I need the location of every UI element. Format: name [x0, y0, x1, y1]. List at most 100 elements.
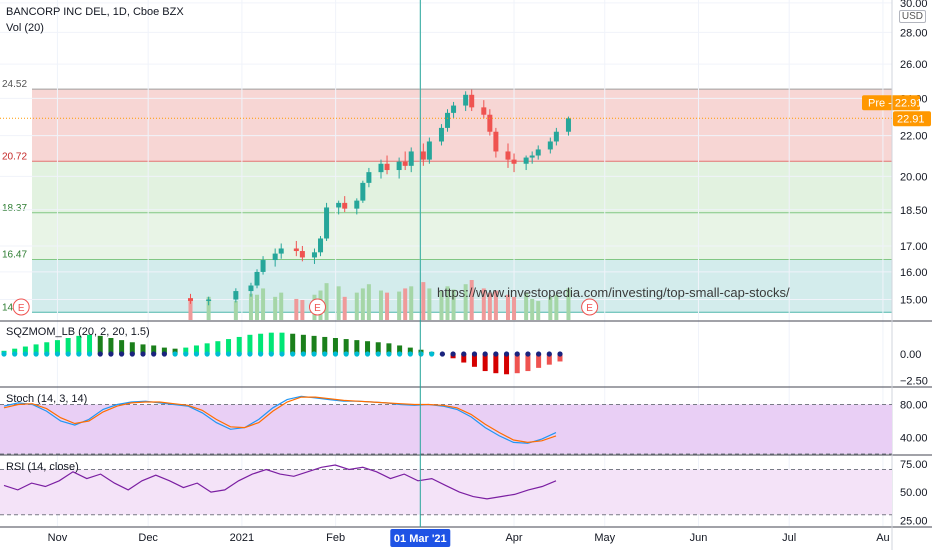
- candle-body: [187, 298, 193, 301]
- earnings-marker: [308, 298, 326, 316]
- stoch-band: [0, 404, 892, 454]
- sqz-momentum-bar: [397, 345, 403, 354]
- sqz-dot: [493, 351, 499, 357]
- fib-band: [32, 212, 892, 260]
- sqz-momentum-bar: [258, 333, 264, 354]
- candle-body: [342, 202, 348, 209]
- watermark-url: https://www.investopedia.com/investing/t…: [437, 285, 790, 300]
- volume-bar: [463, 284, 468, 320]
- volume-bar: [512, 296, 517, 320]
- volume-bar: [206, 296, 211, 320]
- sqz-momentum-bar: [54, 340, 60, 354]
- sqz-dot: [546, 351, 552, 357]
- volume-bar: [188, 298, 193, 320]
- volume-bar: [493, 290, 498, 320]
- fib-label: 16.47: [2, 250, 27, 261]
- volume-bar: [294, 298, 299, 320]
- sqz-dot: [108, 351, 114, 357]
- candle-body: [254, 271, 260, 286]
- sqz-momentum-bar: [471, 354, 477, 367]
- sqz-dot: [375, 351, 381, 357]
- sqz-dot: [503, 351, 510, 357]
- earnings-marker: [12, 298, 30, 316]
- stoch-tick-label: 40.00: [900, 433, 928, 445]
- candle-body: [378, 163, 384, 173]
- sqz-momentum-bar: [140, 344, 146, 354]
- sqz-momentum-bar: [493, 354, 499, 374]
- sqz-dot: [407, 351, 413, 357]
- volume-bar: [487, 292, 492, 320]
- sqz-momentum-bar: [311, 335, 317, 354]
- sqz-dot: [65, 351, 71, 357]
- sqz-momentum-bar: [354, 340, 360, 354]
- candle-body: [438, 127, 444, 142]
- price-tick-label: 16.00: [900, 267, 928, 279]
- sqz-dot: [12, 351, 18, 357]
- price-tick-label: 28.00: [900, 27, 928, 39]
- sqz-momentum-bar: [546, 354, 552, 365]
- volume-bar: [445, 286, 450, 320]
- rsi-title: RSI (14, close): [6, 461, 79, 473]
- x-tick-label: Nov: [48, 532, 68, 544]
- sqz-momentum-bar: [151, 345, 157, 354]
- sqz-momentum-bar: [183, 347, 189, 354]
- sqz-momentum-bar: [129, 342, 135, 354]
- sqz-dot: [354, 351, 360, 357]
- sqz-momentum-bar: [386, 343, 392, 354]
- volume-bar: [524, 292, 529, 320]
- sqz-dot: [1, 351, 7, 357]
- sqz-tick-label: 0.00: [900, 349, 921, 361]
- sqz-dot: [332, 351, 339, 357]
- sqz-dot: [140, 351, 146, 357]
- fib-label: 24.52: [2, 79, 27, 90]
- sqz-dot: [161, 351, 167, 357]
- volume-bar: [324, 283, 329, 320]
- candle-body: [445, 112, 451, 128]
- candle-body: [260, 260, 266, 272]
- sqz-momentum-bar: [536, 354, 542, 368]
- volume-bar: [279, 292, 284, 320]
- volume-bar: [255, 294, 260, 320]
- sqz-dot: [290, 351, 296, 357]
- sqz-dot: [386, 351, 392, 357]
- volume-bar: [366, 284, 371, 320]
- sqz-title: SQZMOM_LB (20, 2, 20, 1.5): [6, 326, 150, 338]
- volume-bar: [409, 286, 414, 320]
- x-tick-label: 2021: [230, 532, 254, 544]
- currency-label[interactable]: USD: [898, 10, 926, 23]
- sqz-dot: [258, 351, 264, 357]
- rsi-tick-label: 50.00: [900, 487, 928, 499]
- earnings-marker-label: E: [314, 303, 321, 314]
- sqz-momentum-bar: [332, 338, 338, 354]
- sqz-momentum-bar: [215, 341, 221, 354]
- candle-body: [511, 159, 517, 164]
- candle-body: [278, 248, 284, 254]
- sqz-dot: [151, 351, 157, 357]
- candle-body: [565, 118, 571, 132]
- candle-body: [293, 248, 299, 252]
- crosshair-date-badge: [390, 529, 451, 547]
- sqz-momentum-bar: [557, 354, 563, 362]
- sqz-momentum-bar: [226, 339, 232, 354]
- candle-body: [481, 107, 487, 115]
- volume-bar: [378, 290, 383, 320]
- fib-band: [32, 89, 892, 162]
- candle-body: [354, 200, 360, 209]
- sqz-momentum-bar: [514, 354, 520, 374]
- sqz-dot: [22, 351, 28, 357]
- fib-label: 18.37: [2, 203, 27, 214]
- fib-band: [32, 161, 892, 213]
- x-tick-label: Jul: [782, 532, 796, 544]
- stoch-tick-label: 80.00: [900, 400, 928, 412]
- volume-bar: [451, 289, 456, 320]
- price-tick-label: 30.00: [900, 0, 928, 10]
- candle-body: [553, 131, 559, 142]
- candle-body: [505, 151, 511, 160]
- volume-bar: [554, 294, 559, 320]
- earnings-marker-label: E: [586, 303, 593, 314]
- candle-body: [547, 141, 553, 150]
- rsi-band: [0, 469, 892, 515]
- sqz-dot: [76, 351, 82, 357]
- sqz-momentum-bar: [22, 346, 28, 354]
- sqz-dot: [268, 351, 274, 357]
